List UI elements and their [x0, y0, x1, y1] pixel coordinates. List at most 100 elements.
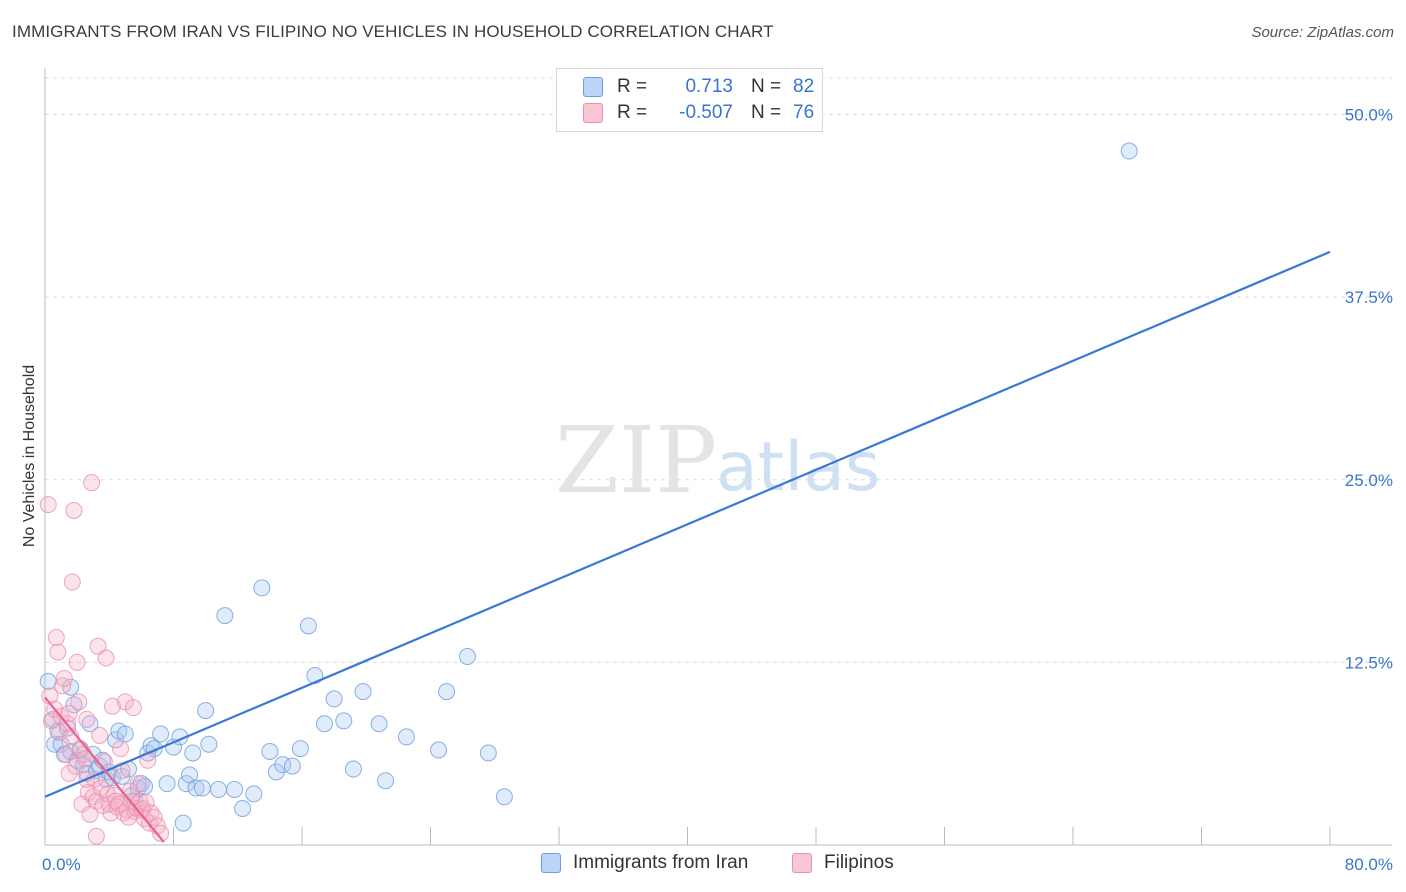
- r-value: 0.713: [685, 76, 733, 97]
- iran-swatch: [583, 77, 603, 97]
- iran-point-62: [335, 712, 353, 730]
- chart-title: IMMIGRANTS FROM IRAN VS FILIPINO NO VEHI…: [12, 22, 774, 41]
- grid-lines: [45, 77, 1392, 663]
- trendlines: [44, 250, 1331, 843]
- y-axis-label: No Vehicles in Household: [21, 365, 38, 547]
- filipino-point-4: [47, 629, 65, 647]
- iran-point-67: [397, 728, 415, 746]
- r-label: R =: [617, 102, 648, 123]
- iran-point-24: [113, 767, 131, 785]
- iran-point-43: [187, 779, 205, 797]
- filipino-point-18: [70, 693, 88, 711]
- y-tick-label-1: 25.0%: [1345, 471, 1393, 490]
- iran-point-50: [234, 799, 252, 817]
- filipino-point-64: [145, 808, 163, 826]
- n-label: N =: [751, 76, 782, 97]
- y-tick-label-3: 50.0%: [1345, 106, 1393, 125]
- iran-legend-swatch: [541, 853, 561, 873]
- legend-label-iran: Immigrants from Iran: [573, 852, 749, 873]
- iran-point-61: [325, 690, 343, 708]
- n-label: N =: [751, 102, 782, 123]
- iran-point-64: [354, 683, 372, 701]
- iran-point-9: [65, 696, 83, 714]
- iran-point-49: [226, 780, 244, 798]
- filipino-point-12: [60, 705, 78, 723]
- filipino-point-22: [76, 750, 94, 768]
- filipino-point-66: [152, 824, 170, 842]
- iran-point-56: [283, 757, 301, 775]
- iran-point-58: [299, 617, 317, 635]
- iran-point-48: [216, 607, 234, 625]
- filipino-point-60: [137, 794, 155, 812]
- iran-point-45: [197, 702, 215, 720]
- filipino-point-55: [129, 775, 147, 793]
- filipino-point-42: [108, 798, 126, 816]
- n-value: 82: [793, 76, 815, 97]
- filipino-trendline: [44, 696, 165, 843]
- filipino-point-30: [89, 637, 107, 655]
- filipino-point-14: [63, 573, 81, 591]
- iran-point-44: [193, 779, 211, 797]
- filipino-point-0: [39, 496, 57, 514]
- y-tick-labels: 12.5% 25.0% 37.5% 50.0%: [1345, 106, 1393, 673]
- legend-item-iran: Immigrants from Iran: [541, 852, 748, 874]
- legend-item-filipinos: Filipinos: [792, 852, 894, 874]
- iran-point-71: [479, 744, 497, 762]
- filipino-point-15: [65, 501, 83, 519]
- iran-point-70: [458, 648, 476, 666]
- iran-point-35: [152, 725, 170, 743]
- iran-points: [39, 142, 1138, 832]
- r-value: -0.507: [679, 102, 733, 123]
- filipino-point-17: [68, 653, 86, 671]
- iran-point-22: [107, 731, 125, 749]
- iran-point-52: [253, 579, 271, 597]
- iran-point-25: [116, 725, 134, 743]
- filipino-point-52: [124, 699, 142, 717]
- iran-point-73: [1120, 142, 1138, 160]
- iran-point-40: [177, 775, 195, 793]
- source-label: Source: ZipAtlas.com: [1251, 24, 1394, 41]
- iran-point-46: [200, 735, 218, 753]
- iran-point-51: [245, 785, 263, 803]
- filipino-point-31: [91, 726, 109, 744]
- stats-row-filipino: R = -0.507 N = 76: [583, 101, 814, 125]
- filipino-point-10: [57, 745, 75, 763]
- iran-trendline: [44, 250, 1331, 798]
- filipino-point-9: [55, 669, 73, 687]
- stats-legend: R = 0.713 N = 82 R = -0.507 N = 76: [556, 68, 823, 132]
- iran-point-39: [174, 814, 192, 832]
- iran-point-63: [344, 760, 362, 778]
- r-label: R =: [617, 76, 648, 97]
- filipino-point-26: [83, 474, 101, 492]
- x-tick-label-max: 80.0%: [1345, 855, 1393, 874]
- y-tick-label-2: 37.5%: [1345, 288, 1393, 307]
- iran-point-69: [438, 683, 456, 701]
- filipino-point-44: [111, 740, 129, 758]
- iran-point-36: [158, 775, 176, 793]
- filipino-point-67: [87, 827, 105, 845]
- watermark-atlas: atlas: [716, 428, 880, 507]
- iran-point-65: [370, 715, 388, 733]
- legend-label-filipinos: Filipinos: [824, 852, 894, 873]
- iran-point-53: [261, 742, 279, 760]
- iran-point-66: [377, 772, 395, 790]
- x-tick-label-min: 0.0%: [42, 855, 81, 874]
- watermark-zip: ZIP: [555, 407, 717, 514]
- iran-point-68: [430, 741, 448, 759]
- iran-point-0: [39, 672, 57, 690]
- iran-point-57: [291, 740, 309, 758]
- n-value: 76: [793, 102, 815, 123]
- stats-row-iran: R = 0.713 N = 82: [583, 75, 814, 99]
- filipino-swatch: [583, 103, 603, 123]
- filipino-point-23: [78, 710, 96, 728]
- iran-point-47: [209, 780, 227, 798]
- iran-point-60: [315, 715, 333, 733]
- filipino-point-39: [103, 697, 121, 715]
- filipinos-legend-swatch: [792, 853, 812, 873]
- filipino-point-16: [67, 757, 85, 775]
- filipino-point-32: [92, 779, 110, 797]
- y-tick-label-0: 12.5%: [1345, 653, 1393, 672]
- filipino-point-35: [97, 649, 115, 667]
- iran-point-72: [495, 788, 513, 806]
